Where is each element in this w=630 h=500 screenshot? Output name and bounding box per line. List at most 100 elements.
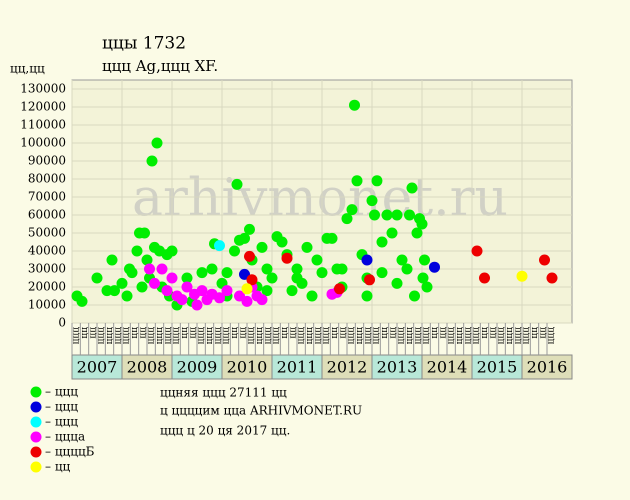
x-sublabel: ццц [497,327,507,345]
x-tick-label: 2013 [377,358,418,377]
x-sublabel: ццц [272,327,282,345]
legend-label: – ццццБ [45,445,95,459]
x-sublabel: ццц [197,327,207,345]
point [421,281,433,293]
x-sublabel: ццц [297,327,307,345]
x-tick-label: 2016 [527,358,568,377]
point [417,272,429,284]
x-sublabel: цц [438,327,448,339]
x-tick-label: 2012 [327,358,368,377]
point [334,283,345,295]
point [131,245,143,257]
point [266,272,278,284]
x-tick-label: 2008 [127,358,168,377]
point [381,209,393,221]
x-sublabel: цц [430,327,440,339]
point [419,254,430,266]
y-tick-label: 0 [58,316,66,330]
point [411,227,423,239]
point [301,241,313,253]
point [404,209,415,221]
point [316,267,328,279]
x-sublabel: ццц [355,327,365,345]
point [546,272,558,284]
x-sublabel: ццц [363,327,373,345]
x-sublabel: ццц [313,327,323,345]
point [221,285,233,297]
point [139,227,150,239]
x-sublabel: цц [288,327,298,339]
x-sublabel: ццц [405,327,415,345]
legend-label: – ццц [45,415,78,429]
point [166,272,178,284]
point [241,283,253,295]
point [214,292,225,304]
legend-label: – ццц [45,400,78,414]
point [144,263,155,275]
x-sublabel: цц [488,327,498,339]
y-tick-label: 120000 [20,100,66,114]
x-sublabel: цц [138,327,148,339]
point [336,263,348,275]
x-sublabel: ццц [113,327,123,345]
note: ццц ц 20 ця 2017 цц. [160,424,290,438]
point [116,277,128,289]
legend-swatch [30,401,42,413]
x-sublabel: ццц [72,327,82,345]
x-tick-label: 2009 [177,358,218,377]
x-sublabel: цц [538,327,548,339]
point [239,232,250,244]
point [406,182,418,194]
point [191,299,203,311]
x-sublabel: ццц [463,327,473,345]
point [306,290,318,302]
point [166,245,178,257]
point [351,175,363,187]
x-sublabel: цц [330,327,340,339]
point [156,263,168,275]
x-sublabel: ццц [122,327,132,345]
point [281,252,293,264]
x-sublabel: ццц [205,327,215,345]
x-sublabel: ццц [247,327,257,345]
x-sublabel: ццц [105,327,115,345]
point [409,290,420,302]
y-tick-label: 50000 [28,226,66,240]
x-sublabel: ццц [222,327,232,345]
point [146,155,158,167]
point [386,227,398,239]
point [241,295,253,307]
y-tick-label: 90000 [28,154,66,168]
x-sublabel: цц [380,327,390,339]
year-box [321,354,373,380]
point [106,254,118,266]
point [361,254,373,266]
point [76,295,88,307]
y-tick-label: 100000 [20,136,66,150]
point [121,290,133,302]
x-sublabel: ццц [447,327,457,345]
point [91,272,103,284]
x-sublabel: ццц [372,327,382,345]
x-sublabel: ццц [163,327,173,345]
legend-label: – ццца [45,430,85,444]
point [361,290,373,302]
y-tick-label: 130000 [20,82,66,96]
x-sublabel: ццц [505,327,515,345]
point [176,294,188,306]
chart-subtitle: ццц Ag,ццц XF. [102,57,218,75]
x-sublabel: ццц [347,327,357,345]
point [429,261,440,273]
point [366,195,378,207]
point [244,250,255,262]
x-sublabel: цц [130,327,140,339]
x-sublabel: цц [80,327,90,339]
point [516,270,528,282]
point [244,223,255,235]
point [396,254,408,266]
x-sublabel: ццц [305,327,315,345]
point [256,294,268,306]
y-tick-label: 10000 [28,298,66,312]
point [151,137,163,149]
watermark: arhivmonet.ru [132,169,508,229]
